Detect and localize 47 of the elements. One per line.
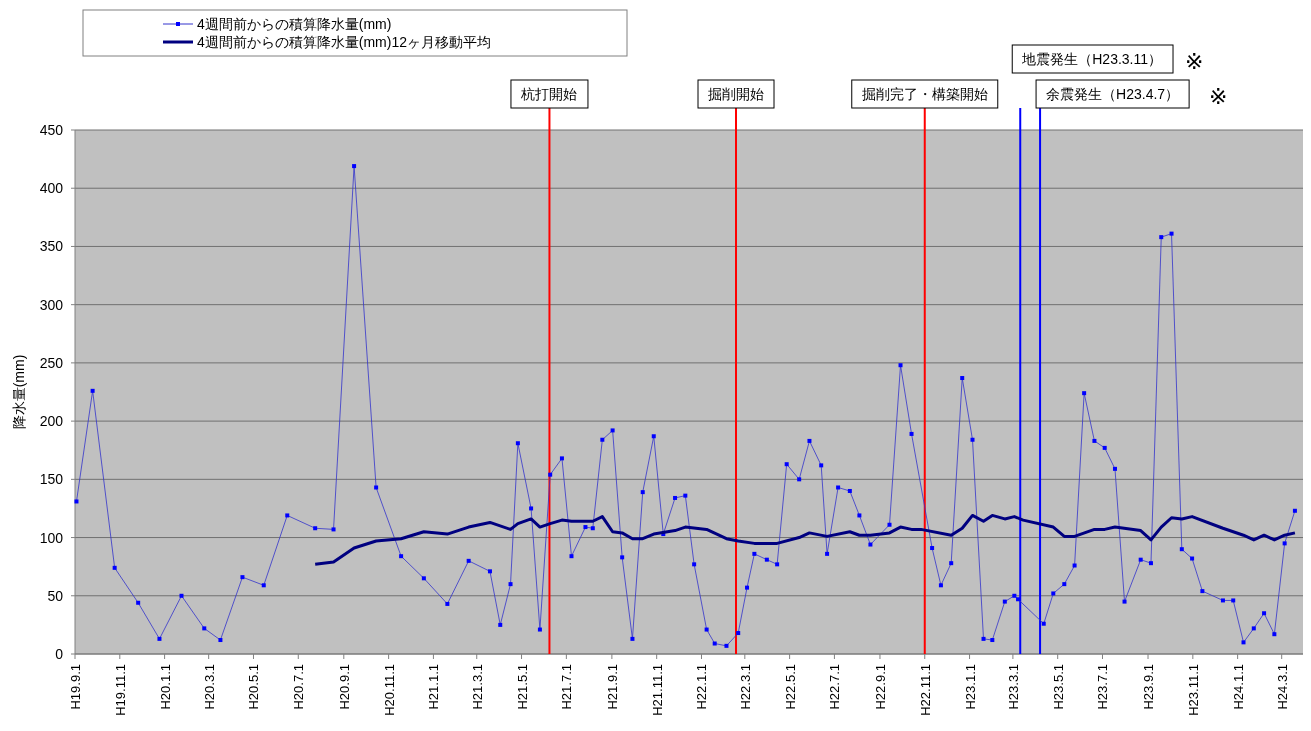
x-tick-label: H21.11.1 — [649, 664, 665, 716]
annotations: ※ ※ — [1185, 49, 1228, 109]
x-tick-label: H21.1.1 — [426, 664, 442, 710]
ref-line-label: 掘削完了・構築開始 — [861, 86, 988, 102]
y-tick-label: 400 — [39, 180, 64, 197]
x-tick-label: H21.5.1 — [514, 664, 530, 710]
x-tick-label: H20.7.1 — [291, 664, 307, 710]
ref-line-label: 掘削開始 — [708, 86, 764, 102]
x-tick-label: H20.11.1 — [381, 664, 397, 716]
x-tick-label: H21.3.1 — [469, 664, 485, 710]
ref-line-label: 余震発生（H23.4.7） — [1046, 86, 1180, 102]
y-tick-label: 50 — [47, 587, 64, 604]
x-tick-label: H20.3.1 — [201, 664, 217, 710]
x-tick-label: H20.5.1 — [246, 664, 262, 710]
x-tick-label: H21.7.1 — [559, 664, 575, 710]
x-tick-label: H22.9.1 — [872, 664, 888, 710]
y-tick-label: 0 — [55, 646, 64, 662]
ref-line-label: 地震発生（H23.3.11） — [1021, 51, 1163, 67]
x-tick-label: H22.3.1 — [737, 664, 753, 710]
x-tick-label: H21.9.1 — [604, 664, 620, 710]
x-tick-label: H19.9.1 — [68, 664, 83, 710]
x-tick-label: H22.11.1 — [917, 664, 933, 716]
x-tick-label: H22.1.1 — [694, 664, 710, 710]
x-tick-label: H22.5.1 — [782, 664, 798, 710]
y-tick-label: 100 — [39, 529, 64, 546]
x-tick-label: H24.3.1 — [1274, 664, 1290, 710]
x-tick-label: H24.1.1 — [1230, 664, 1246, 710]
x-tick-label: H20.1.1 — [157, 664, 173, 710]
legend-label: 4週間前からの積算降水量(mm)12ヶ月移動平均 — [197, 34, 492, 50]
x-tick-label: H23.3.1 — [1005, 664, 1021, 710]
x-tick-label: H22.7.1 — [827, 664, 843, 710]
y-tick-label: 150 — [39, 471, 64, 488]
y-tick-label: 450 — [39, 122, 64, 138]
y-axis-title: 降水量(mm) — [11, 354, 27, 430]
y-tick-label: 300 — [39, 296, 64, 313]
legend-label: 4週間前からの積算降水量(mm) — [197, 16, 392, 32]
x-tick-label: H23.11.1 — [1185, 664, 1201, 716]
x-tick-label: H23.1.1 — [962, 664, 978, 710]
x-tick-label: H19.11.1 — [112, 664, 128, 716]
x-tick-label: H23.9.1 — [1141, 664, 1157, 710]
y-tick-label: 250 — [39, 354, 64, 371]
y-tick-label: 200 — [39, 413, 64, 430]
x-tick-label: H23.7.1 — [1095, 664, 1111, 710]
y-tick-label: 350 — [39, 238, 64, 255]
ref-line-label: 杭打開始 — [519, 86, 577, 102]
x-tick-label: H23.5.1 — [1050, 664, 1066, 710]
x-tick-label: H20.9.1 — [336, 664, 352, 710]
